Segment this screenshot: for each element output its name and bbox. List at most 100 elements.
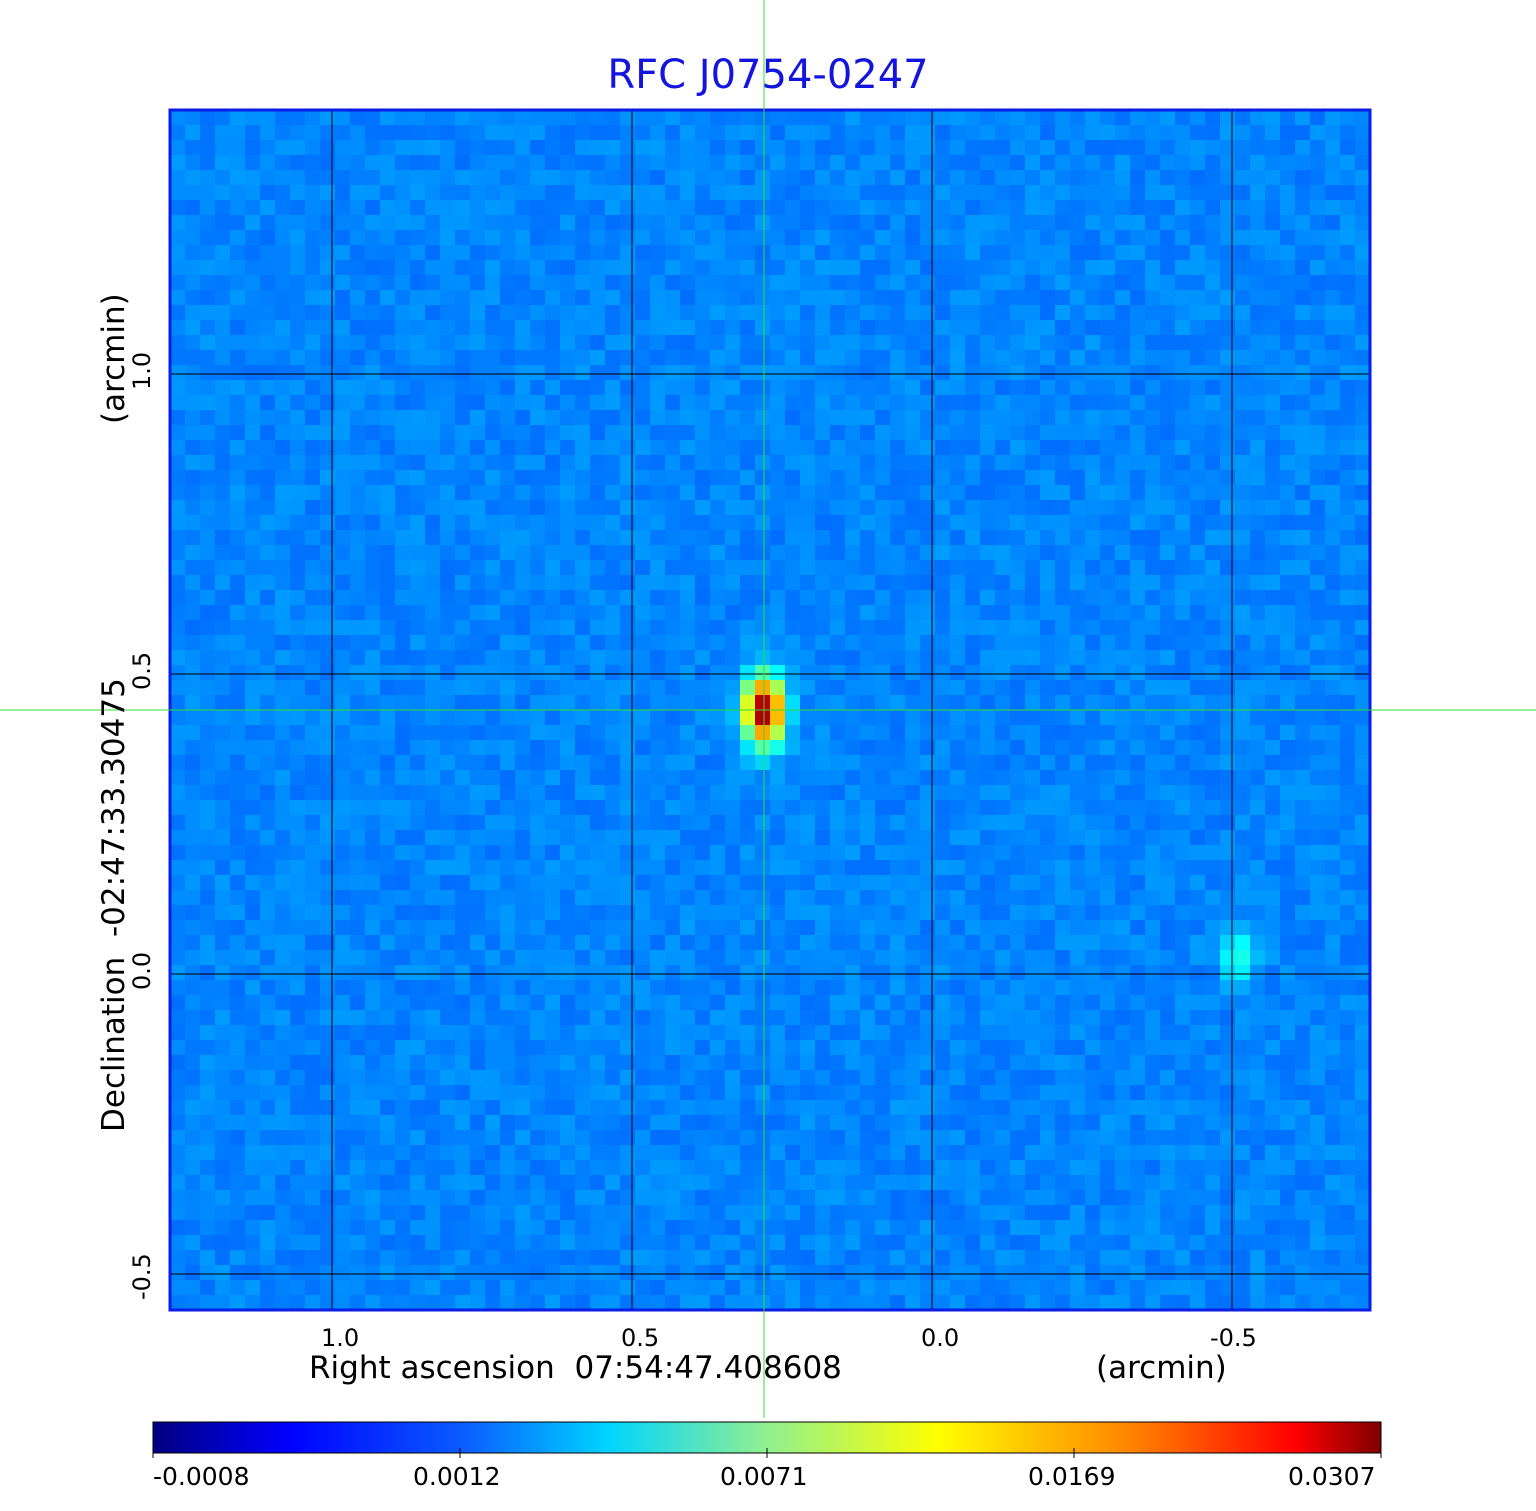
map-pixel — [740, 365, 756, 381]
map-pixel — [740, 650, 756, 666]
map-pixel — [185, 170, 201, 186]
map-pixel — [800, 845, 816, 861]
map-pixel — [1010, 470, 1026, 486]
map-pixel — [500, 1175, 516, 1191]
map-pixel — [290, 860, 306, 876]
map-pixel — [620, 380, 636, 396]
map-pixel — [350, 410, 366, 426]
map-pixel — [320, 950, 336, 966]
map-pixel — [290, 455, 306, 471]
map-pixel — [515, 710, 531, 726]
map-pixel — [590, 740, 606, 756]
map-pixel — [530, 200, 546, 216]
map-pixel — [650, 620, 666, 636]
map-pixel — [665, 440, 681, 456]
map-pixel — [755, 680, 771, 696]
map-pixel — [575, 935, 591, 951]
map-pixel — [185, 230, 201, 246]
map-pixel — [395, 695, 411, 711]
map-pixel — [785, 725, 801, 741]
map-pixel — [590, 905, 606, 921]
map-pixel — [1040, 560, 1056, 576]
map-pixel — [335, 620, 351, 636]
map-pixel — [560, 485, 576, 501]
map-pixel — [920, 290, 936, 306]
map-pixel — [365, 695, 381, 711]
map-pixel — [1100, 185, 1116, 201]
map-pixel — [1055, 455, 1071, 471]
map-pixel — [785, 1145, 801, 1161]
map-pixel — [380, 1175, 396, 1191]
map-pixel — [590, 935, 606, 951]
map-pixel — [890, 665, 906, 681]
map-pixel — [665, 410, 681, 426]
map-pixel — [1070, 410, 1086, 426]
map-pixel — [395, 1175, 411, 1191]
map-pixel — [1040, 440, 1056, 456]
map-pixel — [170, 980, 186, 996]
map-pixel — [935, 815, 951, 831]
map-pixel — [680, 155, 696, 171]
map-pixel — [965, 1250, 981, 1266]
map-pixel — [650, 815, 666, 831]
map-pixel — [215, 275, 231, 291]
map-pixel — [305, 290, 321, 306]
map-pixel — [545, 665, 561, 681]
map-pixel — [275, 950, 291, 966]
map-pixel — [650, 875, 666, 891]
map-pixel — [410, 485, 426, 501]
map-pixel — [455, 800, 471, 816]
map-pixel — [740, 695, 756, 711]
map-pixel — [575, 1100, 591, 1116]
map-pixel — [800, 590, 816, 606]
map-pixel — [905, 290, 921, 306]
map-pixel — [530, 215, 546, 231]
map-pixel — [230, 530, 246, 546]
map-pixel — [1070, 1115, 1086, 1131]
map-pixel — [515, 575, 531, 591]
map-pixel — [860, 815, 876, 831]
map-pixel — [380, 950, 396, 966]
map-pixel — [845, 965, 861, 981]
map-pixel — [410, 1130, 426, 1146]
map-pixel — [185, 470, 201, 486]
map-pixel — [170, 725, 186, 741]
map-pixel — [980, 1160, 996, 1176]
map-pixel — [260, 140, 276, 156]
map-pixel — [980, 365, 996, 381]
map-pixel — [875, 935, 891, 951]
map-pixel — [470, 230, 486, 246]
map-pixel — [380, 1130, 396, 1146]
map-pixel — [650, 830, 666, 846]
map-pixel — [455, 965, 471, 981]
map-pixel — [620, 575, 636, 591]
map-pixel — [170, 455, 186, 471]
map-pixel — [350, 980, 366, 996]
map-pixel — [740, 560, 756, 576]
map-pixel — [845, 230, 861, 246]
map-pixel — [590, 1280, 606, 1296]
map-pixel — [440, 290, 456, 306]
map-pixel — [680, 995, 696, 1011]
map-pixel — [425, 620, 441, 636]
map-pixel — [830, 800, 846, 816]
map-pixel — [965, 920, 981, 936]
map-pixel — [650, 1235, 666, 1251]
map-pixel — [320, 905, 336, 921]
map-pixel — [305, 755, 321, 771]
map-pixel — [920, 305, 936, 321]
map-pixel — [665, 725, 681, 741]
map-pixel — [230, 1190, 246, 1206]
map-pixel — [305, 845, 321, 861]
map-pixel — [185, 980, 201, 996]
map-pixel — [470, 410, 486, 426]
map-pixel — [965, 470, 981, 486]
map-pixel — [710, 620, 726, 636]
map-pixel — [620, 440, 636, 456]
map-pixel — [275, 635, 291, 651]
map-pixel — [560, 425, 576, 441]
map-pixel — [260, 1250, 276, 1266]
map-pixel — [605, 545, 621, 561]
map-pixel — [815, 1040, 831, 1056]
map-pixel — [650, 185, 666, 201]
